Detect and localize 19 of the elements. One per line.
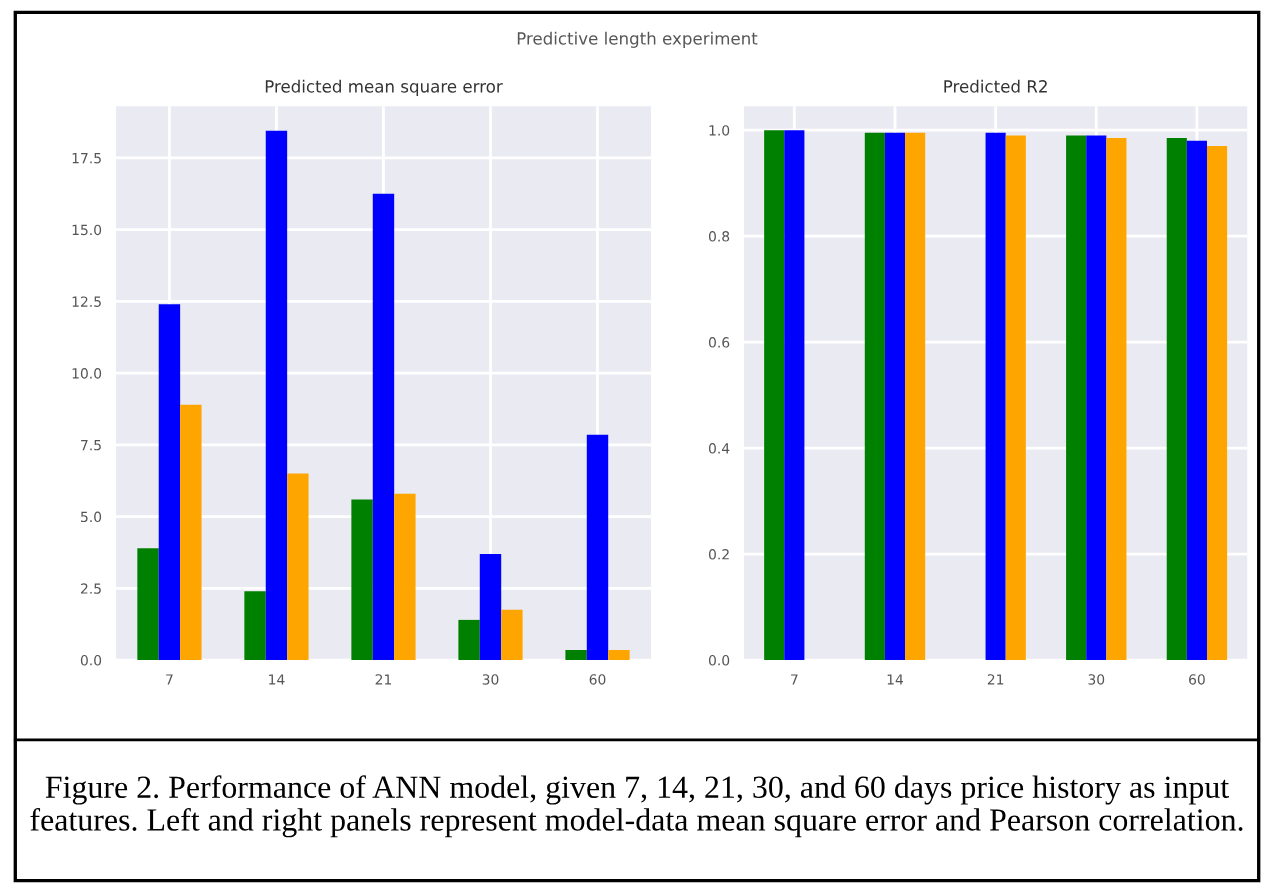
bar — [287, 473, 309, 661]
bar — [458, 619, 480, 661]
caption: Figure 2. Performance of ANN model, given 7, 14, 21, 30, and 60 days price history as input features. Left and right panels represent model-data mean square error and Pearson correlation. — [30, 775, 1243, 838]
bar — [180, 404, 202, 661]
bar — [351, 499, 373, 661]
bar — [565, 650, 587, 661]
bar — [265, 130, 288, 661]
bar — [137, 548, 159, 661]
chart-title: Predicted mean square error — [265, 79, 503, 96]
text: Predictive length experiment — [517, 31, 758, 48]
bar — [586, 434, 609, 661]
bar — [608, 650, 630, 661]
bar — [479, 553, 502, 661]
bar — [244, 591, 266, 661]
bar — [501, 609, 523, 661]
bar — [158, 304, 181, 661]
bar — [394, 493, 416, 661]
bar — [372, 193, 395, 661]
chart-title: Predicted R2 — [944, 79, 1047, 93]
